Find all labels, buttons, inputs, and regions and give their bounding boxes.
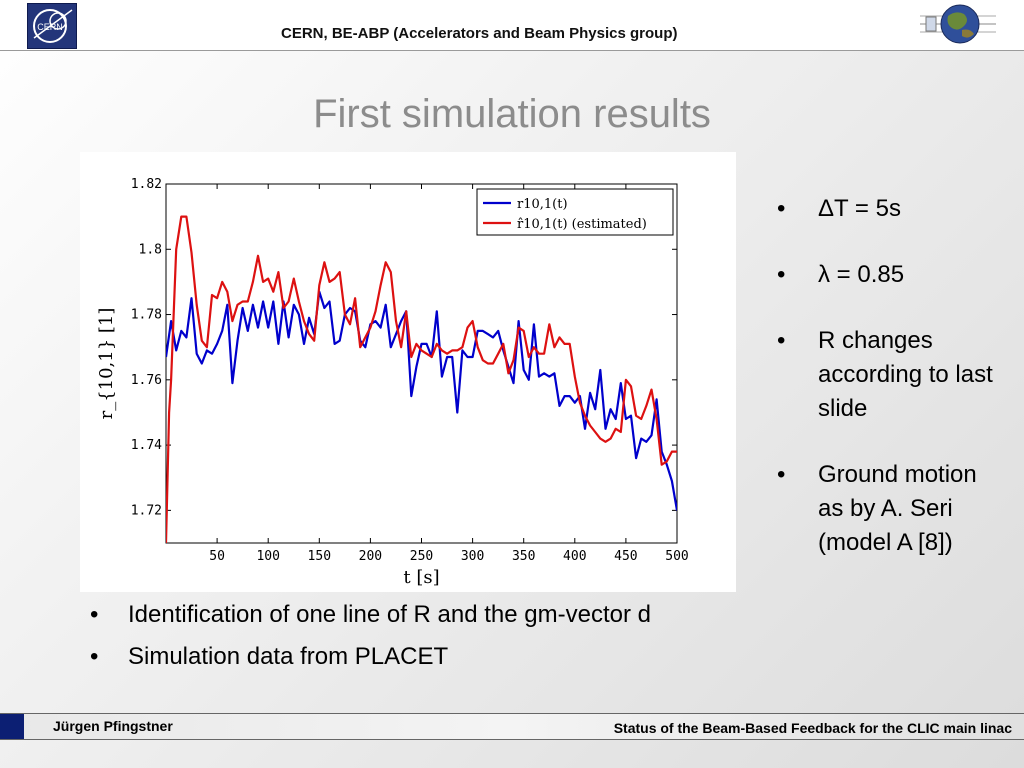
slide-title: First simulation results — [313, 92, 711, 136]
right-bullet-text: Ground motion as by A. Seri (model A [8]… — [818, 461, 977, 556]
y-tick-label: 1.8 — [139, 242, 162, 257]
x-tick-label: 100 — [256, 549, 279, 564]
right-bullet-text: λ = 0.85 — [818, 261, 905, 288]
series-line-0 — [166, 290, 677, 511]
bullet-dot-icon: • — [777, 195, 786, 222]
legend-entry: r10,1(t) — [517, 197, 568, 212]
bullet-dot-icon: • — [90, 601, 99, 628]
x-axis-label: t [s] — [403, 567, 439, 588]
footer-talk-title: Status of the Beam-Based Feedback for th… — [613, 720, 1012, 736]
left-bullet-list: • Identification of one line of R and the… — [90, 600, 750, 684]
slide-footer: Jürgen Pfingstner Status of the Beam-Bas… — [0, 713, 1024, 740]
series-line-1 — [166, 215, 677, 543]
left-bullet-text: Identification of one line of R and the … — [128, 601, 651, 628]
bullet-dot-icon: • — [90, 643, 99, 670]
x-tick-label: 400 — [563, 549, 586, 564]
x-tick-label: 200 — [359, 549, 382, 564]
header-title: CERN, BE-ABP (Accelerators and Beam Phys… — [281, 25, 678, 42]
y-tick-label: 1.72 — [131, 503, 162, 518]
simulation-chart: 50 100 150 200 250 300 350 400 450 500 1.72 1.74 1.7… — [96, 177, 689, 588]
plot-frame — [165, 183, 678, 544]
y-axis-label: r_{10,1} [1] — [96, 308, 117, 420]
cern-logo-icon: CERN — [33, 9, 73, 43]
bullet-dot-icon: • — [777, 327, 786, 354]
right-bullet: • Ground motion as by A. Seri (model A [8… — [777, 458, 1007, 560]
left-bullet: • Identification of one line of R and the… — [90, 600, 750, 630]
footer-author: Jürgen Pfingstner — [53, 718, 173, 734]
legend-box — [476, 188, 674, 236]
x-tick-label: 300 — [461, 549, 484, 564]
simulation-figure: 50 100 150 200 250 300 350 400 450 500 1.72 1.74 1.7… — [80, 152, 736, 592]
bullet-dot-icon: • — [777, 461, 786, 488]
right-bullet: • ΔT = 5s — [777, 192, 1007, 226]
cern-logo: CERN — [27, 3, 77, 49]
left-bullet-text: Simulation data from PLACET — [128, 643, 449, 670]
globe-icon — [918, 2, 998, 48]
slide-header: CERN CERN, BE-ABP (Accelerators and Beam… — [0, 0, 1024, 51]
legend-entry: r̂10,1(t) (estimated) — [517, 217, 647, 232]
x-tick-label: 350 — [512, 549, 535, 564]
y-tick-label: 1.76 — [131, 373, 162, 388]
right-bullet-text: ΔT = 5s — [818, 195, 901, 222]
x-tick-label: 500 — [665, 549, 688, 564]
y-tick-label: 1.82 — [131, 177, 162, 192]
bullet-dot-icon: • — [777, 261, 786, 288]
x-tick-label: 250 — [410, 549, 433, 564]
x-tick-label: 150 — [308, 549, 331, 564]
right-bullet-list: • ΔT = 5s • λ = 0.85 • R changes according to… — [777, 192, 1007, 592]
left-bullet: • Simulation data from PLACET — [90, 642, 750, 672]
right-bullet: • R changes according to last slide — [777, 324, 1007, 426]
x-tick-label: 450 — [614, 549, 637, 564]
right-bullet: • λ = 0.85 — [777, 258, 1007, 292]
right-bullet-text: R changes according to last slide — [818, 327, 993, 422]
y-tick-label: 1.78 — [131, 308, 162, 323]
footer-color-block — [0, 714, 24, 739]
x-tick-label: 50 — [209, 549, 225, 564]
cern-logo-text: CERN — [37, 22, 63, 32]
y-tick-label: 1.74 — [131, 438, 162, 453]
